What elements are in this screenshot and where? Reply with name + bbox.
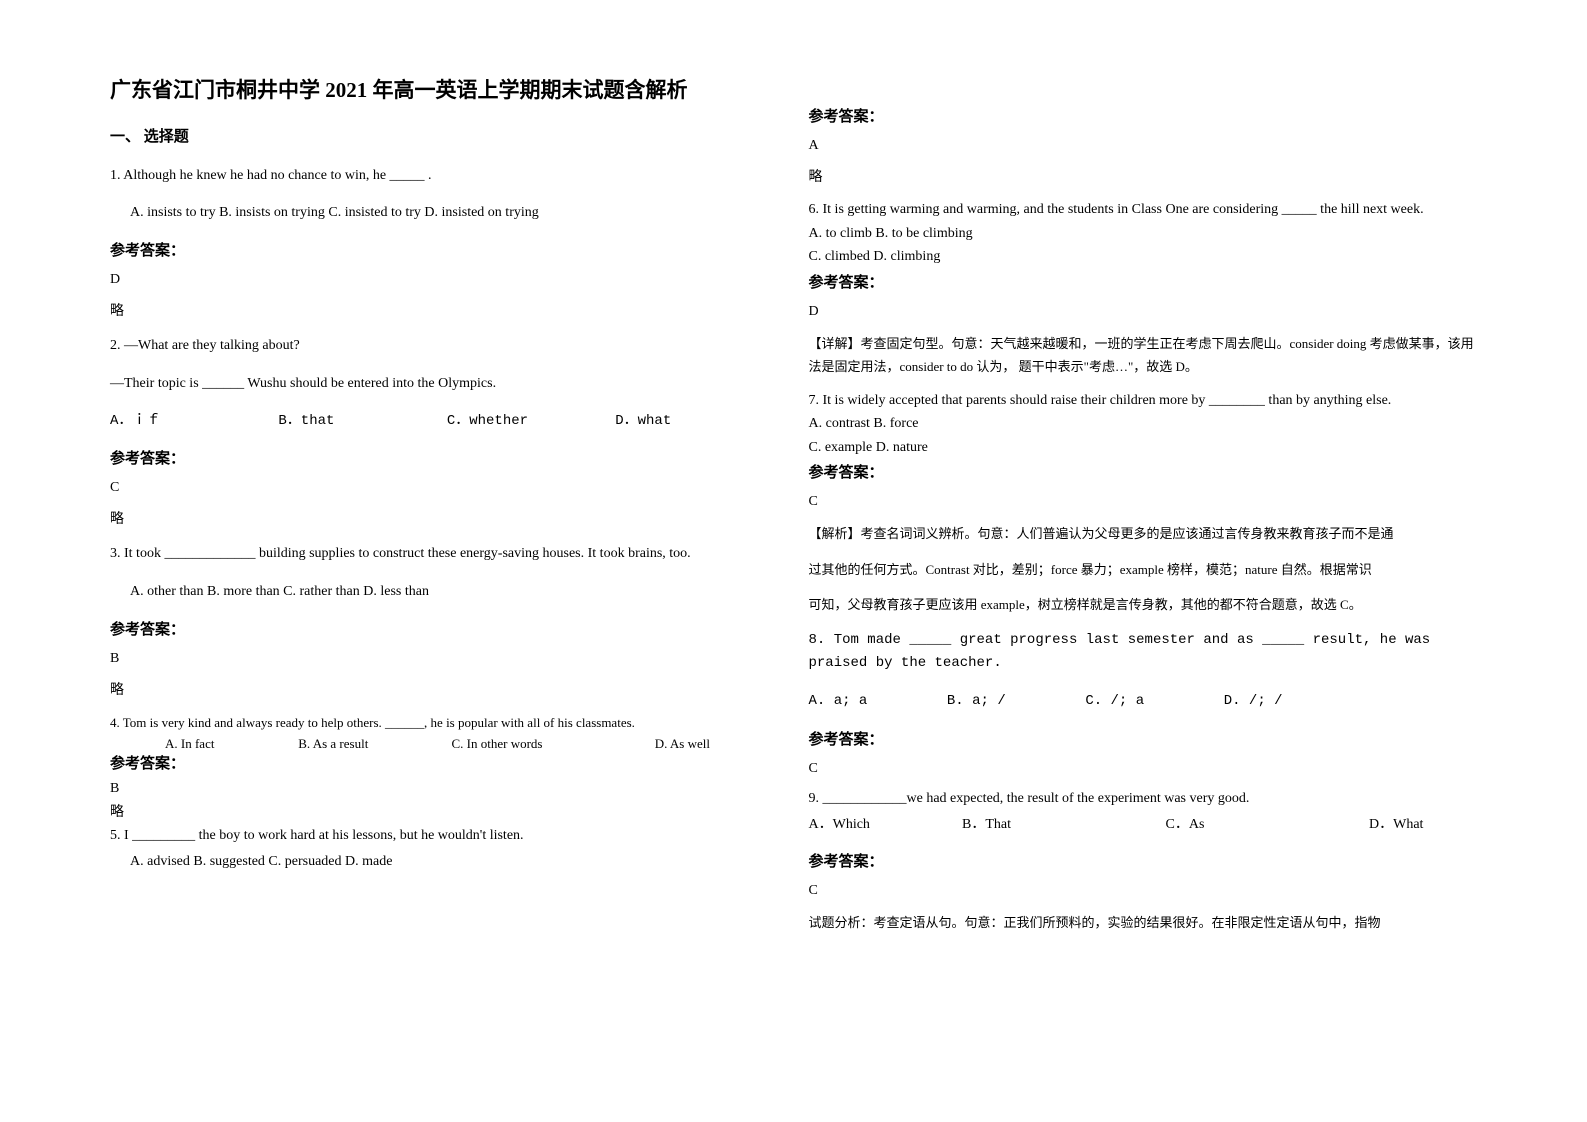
answer-label: 参考答案：	[809, 271, 1478, 292]
question-6-explanation: 【详解】考查固定句型。句意：天气越来越暖和，一班的学生正在考虑下周去爬山。con…	[809, 332, 1478, 379]
omit-note: 略	[110, 300, 779, 320]
q2-opt-b: B．that	[278, 410, 438, 434]
question-3-options: A. other than B. more than C. rather tha…	[110, 580, 779, 604]
question-3: 3. It took _____________ building suppli…	[110, 542, 779, 566]
q4-opt-d: D. As well	[655, 734, 710, 754]
question-9-explanation: 试题分析：考查定语从句。句意：正我们所预料的，实验的结果很好。在非限定性定语从句…	[809, 911, 1478, 934]
question-3-answer: B	[110, 651, 779, 667]
question-2-line2: —Their topic is ______ Wushu should be e…	[110, 372, 779, 396]
question-2-options: A．ｉｆ B．that C．whether D．what	[110, 410, 779, 434]
q2-opt-d: D．what	[615, 410, 671, 434]
answer-label: 参考答案：	[110, 618, 779, 639]
question-4: 4. Tom is very kind and always ready to …	[110, 713, 779, 733]
answer-label: 参考答案：	[809, 728, 1478, 749]
question-7-options-2: C. example D. nature	[809, 438, 1478, 458]
q8-opt-c: C. /; a	[1085, 690, 1215, 714]
question-6-options-2: C. climbed D. climbing	[809, 247, 1478, 267]
q9-opt-d: D．What	[1369, 813, 1423, 837]
question-6: 6. It is getting warming and warming, an…	[809, 200, 1478, 220]
q4-opt-a: A. In fact	[165, 734, 295, 754]
document-title: 广东省江门市桐井中学 2021 年高一英语上学期期末试题含解析	[110, 75, 779, 107]
q8-opt-d: D. /; /	[1224, 690, 1283, 714]
omit-note: 略	[809, 166, 1478, 186]
omit-note: 略	[110, 679, 779, 699]
omit-note: 略	[110, 508, 779, 528]
q9-opt-a: A．Which	[809, 813, 959, 837]
question-9: 9. ____________we had expected, the resu…	[809, 789, 1478, 809]
question-9-answer: C	[809, 883, 1478, 899]
answer-label: 参考答案：	[809, 461, 1478, 482]
question-8-answer: C	[809, 761, 1478, 777]
question-2-answer: C	[110, 480, 779, 496]
q2-opt-c: C．whether	[447, 410, 607, 434]
section-header: 一、 选择题	[110, 125, 779, 146]
answer-label: 参考答案：	[809, 850, 1478, 871]
question-1-options: A. insists to try B. insists on trying C…	[110, 201, 779, 225]
question-7-explanation-2: 过其他的任何方式。Contrast 对比，差别；force 暴力；example…	[809, 558, 1478, 581]
question-7: 7. It is widely accepted that parents sh…	[809, 391, 1478, 411]
right-column: 参考答案： A 略 6. It is getting warming and w…	[794, 75, 1493, 1092]
question-8-options: A. a; a B. a; / C. /; a D. /; /	[809, 690, 1478, 714]
q9-opt-c: C．As	[1166, 813, 1366, 837]
answer-label: 参考答案：	[110, 239, 779, 260]
question-6-options-1: A. to climb B. to be climbing	[809, 224, 1478, 244]
question-7-answer: C	[809, 494, 1478, 510]
q2-opt-a: A．ｉｆ	[110, 410, 270, 434]
question-7-options-1: A. contrast B. force	[809, 414, 1478, 434]
question-5: 5. I _________ the boy to work hard at h…	[110, 826, 779, 846]
answer-label: 参考答案：	[110, 447, 779, 468]
question-6-answer: D	[809, 304, 1478, 320]
question-1: 1. Although he knew he had no chance to …	[110, 164, 779, 188]
q4-opt-c: C. In other words	[452, 734, 652, 754]
q9-opt-b: B．That	[962, 813, 1162, 837]
answer-label: 参考答案：	[110, 754, 779, 775]
question-5-options: A. advised B. suggested C. persuaded D. …	[110, 850, 779, 874]
answer-label: 参考答案：	[809, 105, 1478, 126]
question-4-options: A. In fact B. As a result C. In other wo…	[110, 734, 779, 754]
q8-opt-b: B. a; /	[947, 690, 1077, 714]
question-8: 8. Tom made _____ great progress last se…	[809, 629, 1478, 677]
q4-opt-b: B. As a result	[298, 734, 448, 754]
q8-opt-a: A. a; a	[809, 690, 939, 714]
question-7-explanation-3: 可知，父母教育孩子更应该用 example，树立榜样就是言传身教，其他的都不符合…	[809, 593, 1478, 616]
question-5-answer: A	[809, 138, 1478, 154]
question-2-line1: 2. —What are they talking about?	[110, 334, 779, 358]
question-9-options: A．Which B．That C．As D．What	[809, 813, 1478, 837]
omit-note: 略	[110, 803, 779, 823]
left-column: 广东省江门市桐井中学 2021 年高一英语上学期期末试题含解析 一、 选择题 1…	[95, 75, 794, 1092]
question-7-explanation-1: 【解析】考查名词词义辨析。句意：人们普遍认为父母更多的是应该通过言传身教来教育孩…	[809, 522, 1478, 545]
question-1-answer: D	[110, 272, 779, 288]
question-4-answer: B	[110, 779, 779, 799]
